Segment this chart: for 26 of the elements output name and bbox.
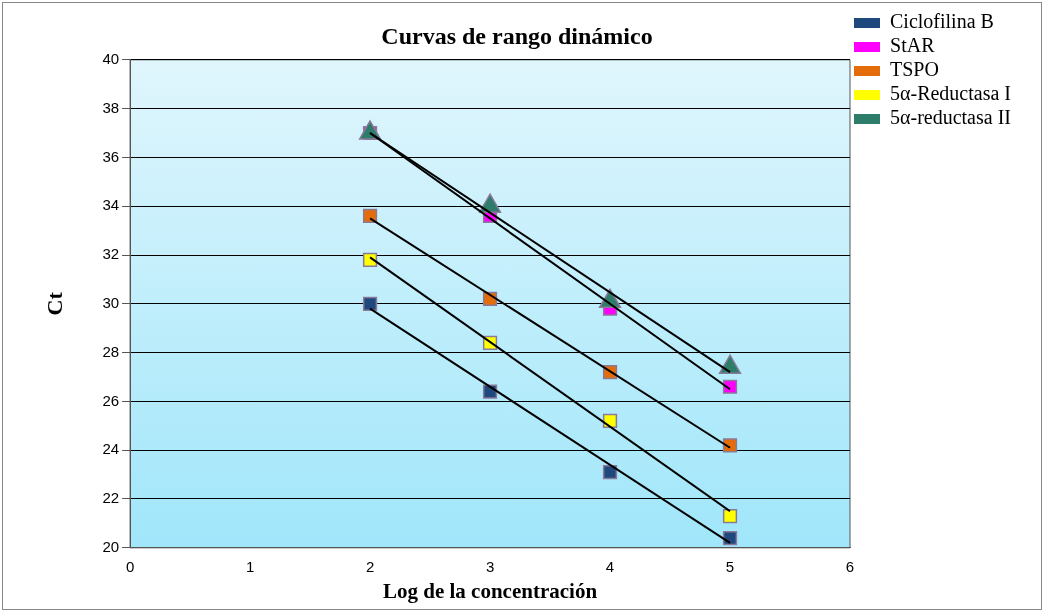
x-tick-label: 1 (245, 557, 255, 575)
y-tick-label: 24 (102, 440, 120, 458)
x-tick-label: 5 (725, 557, 735, 575)
chart-title: Curvas de rango dinámico (381, 22, 653, 49)
x-axis-title: Log de la concentración (383, 578, 598, 603)
legend-label: TSPO (890, 58, 939, 81)
x-tick-label: 6 (845, 557, 855, 575)
y-tick-label: 36 (102, 147, 120, 165)
legend-label: StAR (890, 34, 936, 57)
legend-label: Ciclofilina B (890, 10, 994, 33)
x-tick-label: 0 (125, 557, 135, 575)
y-tick-label: 30 (102, 293, 120, 311)
y-tick-label: 40 (102, 49, 120, 67)
y-tick-label: 34 (102, 196, 120, 214)
legend-label: 5α-reductasa II (890, 106, 1011, 129)
y-tick-label: 20 (102, 537, 120, 555)
y-tick-label: 22 (102, 489, 120, 507)
x-tick-label: 3 (485, 557, 495, 575)
y-tick-label: 26 (102, 391, 120, 409)
legend-label: 5α-Reductasa I (890, 82, 1012, 105)
y-tick-label: 38 (102, 98, 120, 116)
y-tick-label: 32 (102, 245, 120, 263)
y-axis-title: Ct (41, 291, 67, 316)
y-tick-label: 28 (102, 342, 120, 360)
x-tick-label: 4 (605, 557, 615, 575)
x-tick-label: 2 (365, 557, 375, 575)
